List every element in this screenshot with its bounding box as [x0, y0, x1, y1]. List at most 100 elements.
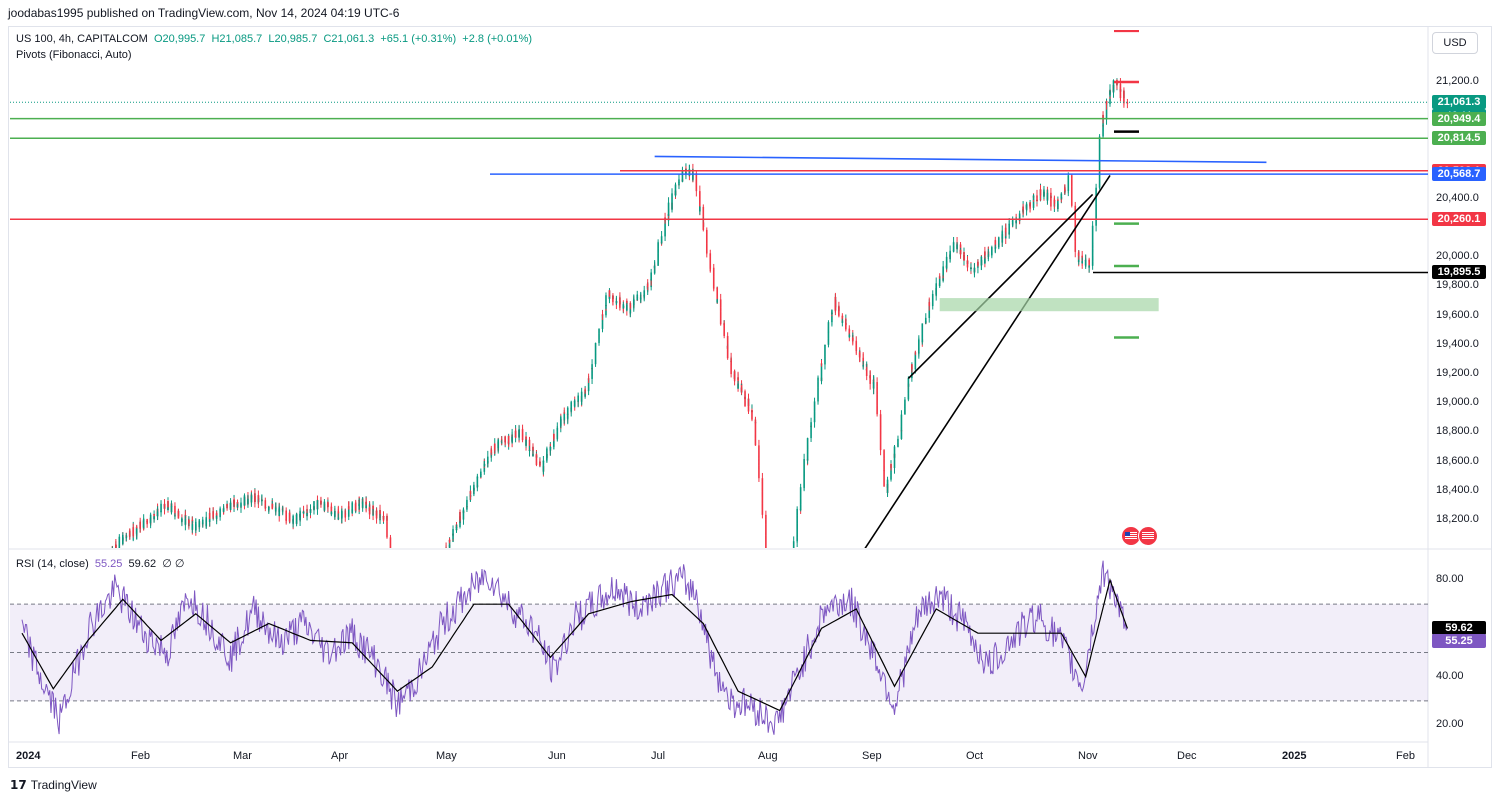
price-legend: US 100, 4h, CAPITALCOM O20,995.7 H21,085… — [16, 33, 532, 45]
candle-body — [615, 301, 618, 303]
rsi-value: 55.25 — [94, 558, 123, 570]
x-tick-label: Sep — [862, 750, 882, 762]
rsi-badge: 55.25 — [1432, 633, 1486, 648]
indicator-legend[interactable]: Pivots (Fibonacci, Auto) — [16, 49, 132, 61]
chart-frame — [8, 26, 1492, 768]
candle-body — [942, 266, 944, 275]
candle-body — [514, 430, 517, 438]
candle-body — [215, 516, 218, 518]
candle-body — [667, 202, 670, 211]
tradingview-logo[interactable]: 𝟭𝟳 TradingView — [10, 778, 97, 792]
candle-body — [563, 412, 566, 414]
candle-body — [799, 504, 802, 511]
price-badge: 20,568.7 — [1432, 167, 1486, 182]
candle-body — [931, 297, 934, 303]
candle-body — [671, 199, 673, 207]
candle-body — [407, 585, 409, 587]
candle-body — [226, 503, 228, 509]
rsi-y-tick-label: 20.00 — [1436, 718, 1464, 730]
candle-body — [292, 520, 294, 524]
candle-body — [361, 501, 364, 508]
candle-body — [115, 544, 117, 548]
candle-body — [1126, 102, 1129, 104]
y-tick-label: 19,400.0 — [1436, 337, 1479, 350]
candle-body — [963, 254, 965, 261]
trendline — [864, 175, 1111, 548]
candle-body — [765, 514, 767, 520]
candle-body — [1123, 90, 1125, 97]
candle-body — [438, 560, 440, 568]
candle-body — [730, 363, 732, 375]
candle-body — [705, 229, 708, 235]
symbol-label[interactable]: US 100, 4h, CAPITALCOM — [16, 33, 148, 45]
candle-body — [716, 299, 719, 303]
candle-body — [997, 237, 1000, 244]
candle-body — [404, 588, 406, 594]
candle-body — [480, 471, 482, 474]
candle-body — [824, 345, 826, 355]
candle-body — [827, 331, 830, 333]
candle-body — [128, 534, 131, 537]
candle-body — [490, 449, 493, 454]
footer-brand: TradingView — [30, 778, 97, 792]
candle-body — [417, 575, 419, 576]
candle-body — [831, 310, 833, 314]
candle-body — [553, 433, 555, 439]
currency-button[interactable]: USD — [1432, 32, 1478, 54]
candle-body — [769, 548, 771, 558]
candle-body — [817, 381, 819, 388]
candle-body — [681, 171, 684, 173]
candle-body — [769, 562, 771, 575]
candle-body — [247, 498, 249, 504]
candle-body — [1074, 228, 1077, 242]
candle-body — [994, 240, 997, 248]
candle-body — [893, 446, 896, 458]
candle-body — [393, 561, 395, 570]
candle-body — [1053, 202, 1056, 204]
us-flag-icon-2[interactable] — [1138, 526, 1158, 546]
candle-body — [872, 382, 875, 389]
candle-body — [337, 517, 340, 520]
candle-body — [632, 299, 635, 301]
candle-body — [824, 344, 826, 346]
candle-body — [612, 295, 614, 302]
candle-body — [1098, 171, 1101, 188]
candle-body — [796, 508, 798, 516]
rsi-ma-line — [21, 577, 1128, 712]
candle-body — [281, 510, 284, 512]
candle-body — [167, 501, 169, 505]
candle-body — [146, 521, 148, 524]
candle-body — [411, 582, 413, 586]
candle-body — [865, 368, 868, 376]
candle-body — [397, 579, 399, 583]
rsi-extra: ∅ ∅ — [162, 558, 185, 570]
y-tick-label: 18,400.0 — [1436, 483, 1479, 496]
candle-body — [959, 249, 962, 254]
candle-body — [1022, 206, 1024, 211]
rsi-badge: 59.62 — [1432, 621, 1486, 636]
candle-body — [952, 242, 955, 246]
candle-body — [984, 251, 986, 256]
candle-body — [959, 244, 962, 252]
candle-body — [295, 513, 298, 518]
candle-body — [1102, 114, 1104, 120]
candle-body — [619, 297, 621, 307]
candle-body — [761, 503, 764, 515]
x-tick-label: Oct — [966, 750, 984, 762]
candle-body — [549, 446, 552, 451]
candle-body — [424, 569, 426, 574]
candle-body — [431, 564, 433, 571]
price-badge: 20,949.4 — [1432, 111, 1486, 126]
candle-body — [789, 560, 791, 567]
candle-body — [793, 555, 795, 561]
rsi-name[interactable]: RSI (14, close) — [16, 558, 89, 570]
candle-body — [789, 578, 791, 579]
candle-body — [709, 253, 712, 257]
y-tick-label: 19,000.0 — [1436, 396, 1479, 409]
candle-body — [639, 297, 642, 299]
candle-body — [605, 295, 607, 307]
candle-body — [1036, 199, 1038, 201]
candle-body — [428, 567, 430, 575]
candle-body — [772, 591, 774, 596]
